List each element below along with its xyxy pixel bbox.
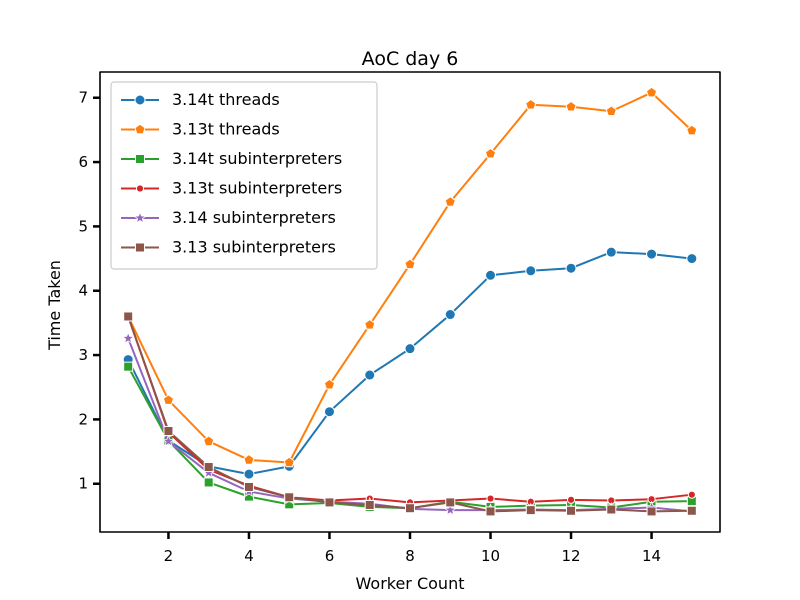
series-6 [123, 311, 697, 517]
legend-marker [134, 94, 146, 106]
y-tick-label: 3 [78, 346, 88, 364]
data-point [324, 497, 335, 508]
y-tick-label: 2 [78, 410, 88, 428]
x-tick-label: 12 [561, 547, 580, 565]
data-point [605, 246, 617, 258]
legend-marker [135, 242, 145, 253]
x-tick-label: 6 [325, 547, 335, 565]
data-point [364, 318, 376, 330]
data-point [364, 499, 375, 510]
legend-marker [135, 184, 145, 193]
data-point [645, 86, 658, 98]
legend-label: 3.13 subinterpreters [172, 238, 336, 257]
x-tick-label: 10 [481, 547, 500, 565]
x-tick-label: 14 [642, 547, 661, 565]
legend-box [110, 81, 378, 270]
data-point [203, 435, 215, 447]
data-point [163, 425, 174, 436]
data-point [565, 262, 577, 274]
series-5 [121, 331, 699, 517]
legend-item: 3.14t threads [121, 90, 280, 109]
y-tick-label: 4 [78, 282, 88, 300]
data-point [405, 503, 415, 514]
data-point [566, 495, 576, 504]
y-tick-label: 6 [78, 153, 88, 171]
data-point [646, 506, 657, 517]
legend-label: 3.13t threads [172, 120, 280, 139]
legend-label: 3.14t subinterpreters [172, 149, 342, 168]
data-point [686, 505, 697, 516]
data-point [605, 105, 617, 117]
legend-item: 3.14t subinterpreters [121, 149, 342, 168]
legend-item: 3.13t subinterpreters [121, 179, 342, 198]
y-tick-label: 7 [78, 89, 88, 107]
data-point [364, 369, 376, 381]
series-2 [122, 86, 698, 468]
legend-label: 3.14 subinterpreters [172, 208, 336, 227]
data-point [243, 481, 254, 492]
x-tick-label: 8 [405, 547, 415, 565]
data-point [203, 477, 214, 488]
data-point [404, 343, 416, 355]
data-point [162, 394, 175, 405]
legend-label: 3.13t subinterpreters [172, 179, 342, 198]
legend-marker [134, 123, 146, 135]
data-point [566, 505, 577, 516]
x-tick-label: 4 [244, 547, 254, 565]
data-point [283, 456, 295, 468]
data-point [687, 490, 696, 499]
data-point [525, 98, 537, 110]
data-point [404, 258, 416, 270]
data-point [686, 253, 698, 265]
data-point [444, 196, 456, 207]
data-point [606, 504, 617, 515]
x-tick-label: 2 [164, 547, 174, 565]
data-point [565, 100, 577, 112]
data-point [123, 311, 134, 322]
data-point [243, 468, 255, 480]
data-point [525, 505, 536, 516]
data-point [121, 331, 135, 344]
data-point [123, 361, 134, 372]
legend-item: 3.13 subinterpreters [121, 238, 336, 257]
data-point [525, 265, 537, 277]
legend: 3.14t threads 3.13t threads 3.14t subinter… [110, 81, 378, 270]
legend-marker [135, 154, 145, 164]
y-axis-label: Time Taken [45, 260, 64, 351]
data-point [484, 147, 497, 159]
y-tick-label: 1 [78, 475, 88, 493]
data-point [686, 124, 698, 136]
legend-label: 3.14t threads [172, 90, 280, 109]
legend-marker [133, 211, 147, 224]
series-4 [124, 312, 696, 507]
data-point [284, 492, 295, 503]
data-point [203, 462, 214, 473]
data-point [445, 497, 456, 508]
chart-title: AoC day 6 [362, 48, 459, 70]
data-point [485, 506, 496, 517]
data-point [443, 503, 457, 516]
data-point [243, 454, 255, 465]
data-point [161, 434, 176, 447]
data-point [323, 406, 335, 418]
legend-item: 3.13t threads [121, 120, 280, 139]
data-point [485, 269, 497, 281]
data-point [444, 309, 456, 321]
data-point [323, 378, 336, 390]
y-tick-label: 5 [78, 217, 88, 235]
data-point [486, 494, 495, 503]
data-point [646, 248, 658, 260]
x-axis-label: Worker Count [356, 574, 465, 593]
legend-item: 3.14 subinterpreters [121, 208, 336, 227]
